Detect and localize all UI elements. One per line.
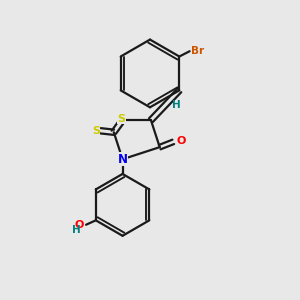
Text: O: O: [74, 220, 84, 230]
Text: H: H: [172, 100, 181, 110]
Text: S: S: [117, 114, 125, 124]
Text: O: O: [176, 136, 186, 146]
Text: H: H: [72, 225, 81, 235]
Text: N: N: [118, 153, 128, 166]
Text: Br: Br: [191, 46, 205, 56]
Text: S: S: [92, 126, 100, 136]
